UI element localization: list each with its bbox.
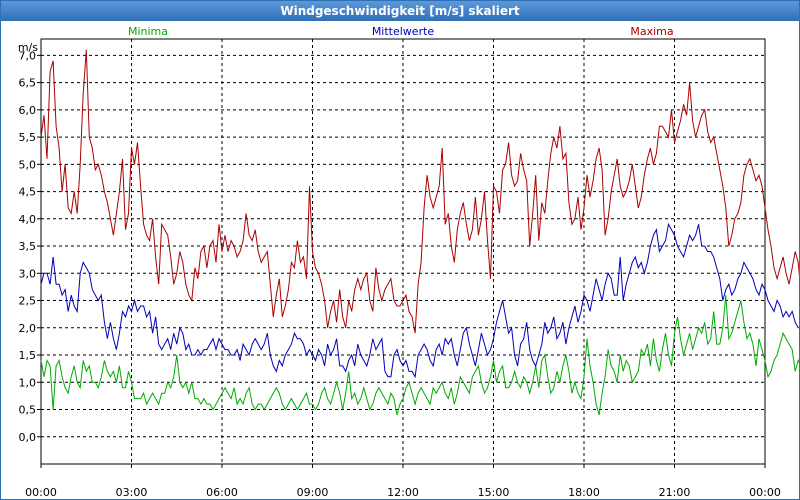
chart-area: Minima Mittelwerte Maxima m/s 0,0 0,5 1,0 1,5… [18,25,799,499]
y-tick-label: 5,5 [19,131,37,144]
y-axis: m/s 0,0 0,5 1,0 1,5 2,0 2,5 3,0 3,5 4,0 4,5 5,0 5,5… [18,41,41,444]
legend-minima: Minima [128,25,168,38]
x-tick-time: 00:00 [749,486,781,499]
x-tick-time: 15:00 [478,486,510,499]
y-tick-label: 0,5 [19,404,37,417]
x-tick-time: 18:00 [568,486,600,499]
x-tick-time: 12:00 [387,486,419,499]
x-tick-time: 21:00 [659,486,691,499]
grid-lines [41,39,765,464]
y-tick-label: 5,0 [19,158,37,171]
series-line-mittelwerte [40,222,799,379]
x-tick-time: 06:00 [206,486,238,499]
series-line-minima [40,295,799,416]
y-tick-label: 2,0 [19,322,37,335]
legend-mittelwerte: Mittelwerte [372,25,435,38]
x-tick-time: 03:00 [116,486,148,499]
y-tick-label: 2,5 [19,295,37,308]
y-tick-label: 3,5 [19,240,37,253]
series-layer [40,49,799,416]
y-tick-label: 3,0 [19,267,37,280]
y-tick-label: 1,0 [19,376,37,389]
x-tick-time: 09:00 [297,486,329,499]
y-tick-label: 6,0 [19,104,37,117]
y-tick-label: 0,0 [19,431,37,444]
legend-maxima: Maxima [630,25,673,38]
y-axis-label: m/s [18,41,38,54]
y-tick-label: 4,5 [19,186,37,199]
y-tick-label: 1,5 [19,349,37,362]
y-tick-label: 4,0 [19,213,37,226]
y-tick-label: 6,5 [19,77,37,90]
legend: Minima Mittelwerte Maxima [128,25,674,38]
series-line-maxima [40,49,799,334]
chart-title: Windgeschwindigkeit [m/s] skaliert [1,1,799,21]
y-tick-label: 7,0 [19,49,37,62]
x-tick-time: 00:00 [25,486,57,499]
x-axis: 00:0016.02.1603:0016.02.1606:0016.02.160… [25,464,781,499]
